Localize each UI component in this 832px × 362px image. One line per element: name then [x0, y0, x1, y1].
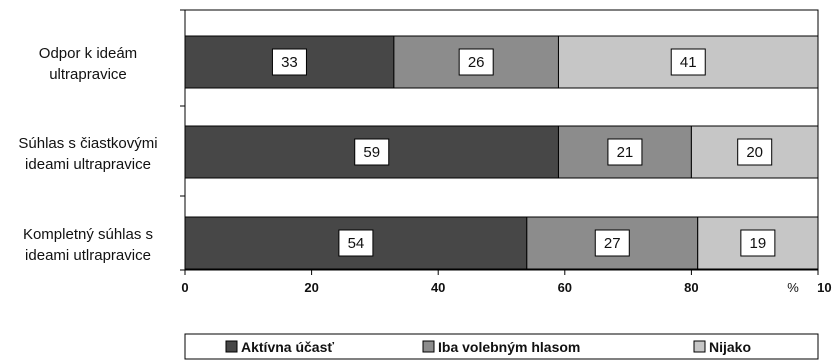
- legend: Aktívna účasť Iba volebným hlasom Nijako: [184, 333, 819, 360]
- bar-segment: [184, 125, 559, 179]
- legend-label: Nijako: [709, 339, 751, 355]
- data-label: 26: [468, 54, 485, 71]
- data-label-box: [354, 138, 390, 166]
- category-label: Odpor k ideám ultrapravice: [39, 45, 137, 83]
- axes-group: Odpor k ideám ultrapravice Súhlas s čiastk…: [18, 9, 832, 295]
- x-tick-label: 60: [558, 280, 572, 295]
- bar-segment: [184, 216, 528, 270]
- data-label-box: [607, 138, 643, 166]
- legend-swatch: [422, 340, 435, 353]
- data-label-box: [271, 48, 307, 76]
- data-label: 41: [680, 54, 697, 71]
- category-label-line: Kompletný súhlas s: [23, 226, 153, 243]
- x-tick-label: 0: [181, 280, 188, 295]
- legend-swatch: [693, 340, 706, 353]
- x-tick-label: 40: [431, 280, 445, 295]
- category-label: Kompletný súhlas s ideami utlrapravice: [23, 226, 153, 264]
- data-label-box: [338, 229, 374, 257]
- data-label: 33: [281, 54, 298, 71]
- category-label: Súhlas s čiastkovými ideami ultrapravice: [18, 135, 157, 173]
- x-tick-label: 80: [684, 280, 698, 295]
- x-axis-unit-label: %: [787, 280, 799, 295]
- legend-swatch: [225, 340, 238, 353]
- data-label: 54: [348, 235, 365, 252]
- data-label-box: [737, 138, 773, 166]
- legend-label: Iba volebným hlasom: [438, 339, 580, 355]
- category-label-line: Odpor k ideám: [39, 45, 137, 62]
- data-label: 21: [617, 144, 634, 161]
- category-label-line: ideami utlrapravice: [25, 247, 151, 264]
- x-tick-label: 20: [304, 280, 318, 295]
- data-label-box: [670, 48, 706, 76]
- category-label-line: ideami ultrapravice: [25, 156, 151, 173]
- legend-frame: [184, 333, 819, 360]
- data-label-box: [740, 229, 776, 257]
- legend-label: Aktívna účasť: [241, 339, 334, 355]
- category-label-line: ultrapravice: [49, 66, 127, 83]
- data-label: 59: [363, 144, 380, 161]
- data-label-box: [594, 229, 630, 257]
- data-label: 27: [604, 235, 621, 252]
- data-label-box: [458, 48, 494, 76]
- data-label: 20: [746, 144, 763, 161]
- data-label: 19: [750, 235, 767, 252]
- x-tick-label: 100: [817, 280, 832, 295]
- category-label-line: Súhlas s čiastkovými: [18, 135, 157, 152]
- bars-group: 33 26 41 59 21 20 54 27 19: [184, 35, 819, 270]
